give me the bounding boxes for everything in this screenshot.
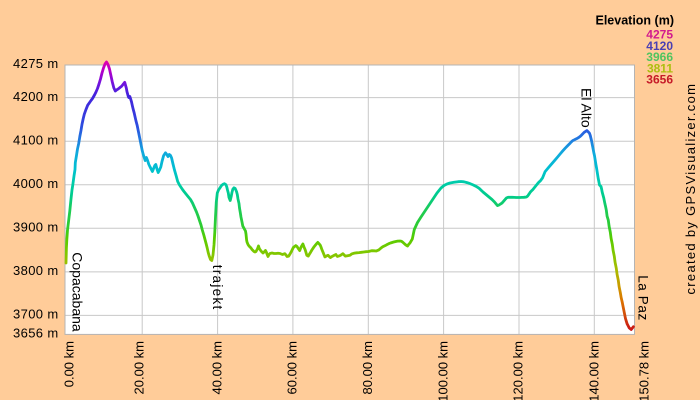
- svg-text:4275 m: 4275 m: [13, 56, 58, 71]
- svg-text:3900 m: 3900 m: [13, 220, 58, 235]
- svg-text:3700 m: 3700 m: [13, 307, 58, 322]
- svg-text:140.00 km: 140.00 km: [587, 341, 602, 400]
- svg-text:4000 m: 4000 m: [13, 176, 58, 191]
- svg-text:3811: 3811: [647, 61, 673, 75]
- svg-text:La Paz: La Paz: [636, 275, 651, 321]
- svg-text:0.00 km: 0.00 km: [62, 341, 77, 387]
- svg-text:3800 m: 3800 m: [13, 263, 58, 278]
- svg-text:4120: 4120: [646, 39, 673, 53]
- svg-text:created by GPSVisualizer.com: created by GPSVisualizer.com: [683, 83, 698, 295]
- svg-text:Copacabana: Copacabana: [69, 252, 85, 332]
- svg-text:4100 m: 4100 m: [13, 132, 58, 147]
- svg-text:100.00 km: 100.00 km: [435, 341, 450, 400]
- svg-text:Elevation (m): Elevation (m): [596, 14, 675, 28]
- svg-text:trajekt: trajekt: [210, 265, 225, 311]
- svg-text:El Alto: El Alto: [578, 88, 594, 128]
- svg-text:3656: 3656: [646, 73, 673, 87]
- svg-text:120.00 km: 120.00 km: [511, 341, 526, 400]
- svg-text:80.00 km: 80.00 km: [360, 341, 375, 394]
- svg-text:3966: 3966: [646, 50, 673, 64]
- svg-text:4200 m: 4200 m: [13, 89, 58, 104]
- svg-text:150.78 km: 150.78 km: [637, 341, 652, 400]
- svg-text:60.00 km: 60.00 km: [285, 341, 300, 394]
- svg-text:20.00 km: 20.00 km: [132, 341, 147, 394]
- svg-text:40.00 km: 40.00 km: [209, 341, 224, 394]
- svg-text:3656 m: 3656 m: [13, 326, 58, 341]
- svg-text:4275: 4275: [646, 28, 673, 42]
